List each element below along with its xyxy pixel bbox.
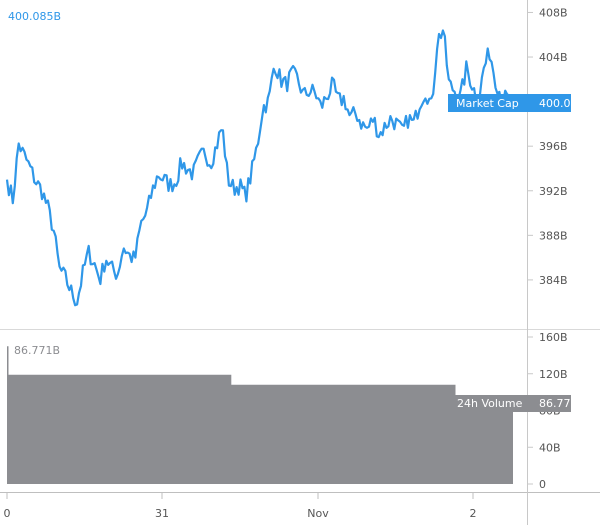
market-cap-tag-value: 400.084B [539,97,592,110]
volume-y-tick-label: 160B [539,331,568,344]
volume-y-tick-label: 40B [539,441,561,454]
volume-tag-label: 24h Volume [457,397,523,410]
volume-area [7,346,513,484]
x-axis-ticks: 0 31 Nov 2 [4,493,477,520]
x-tick-label: 2 [470,507,477,520]
volume-readout: 86.771B [14,344,60,357]
volume-tag-value: 86.771B [539,397,585,410]
volume-tag: 24h Volume 86.771B [450,395,585,412]
market-cap-tag-label: Market Cap [456,97,519,110]
price-y-tick-label: 408B [539,6,568,19]
market-cap-tag: Market Cap 400.084B [448,94,592,112]
price-y-ticks: 408B404B400B396B392B388B384B [527,6,568,287]
market-cap-tag-background [448,94,571,112]
volume-y-tick-label: 0 [539,478,546,491]
volume-tag-background [450,395,571,412]
x-tick-label: 0 [4,507,11,520]
price-y-tick-label: 396B [539,140,568,153]
price-y-tick-label: 404B [539,51,568,64]
market-cap-line [5,29,514,307]
volume-area-layer [7,346,513,484]
price-y-tick-label: 392B [539,185,568,198]
price-y-tick-label: 384B [539,274,568,287]
price-line-layer [5,29,514,307]
x-tick-label: Nov [307,507,329,520]
price-readout: 400.085B [8,10,61,23]
price-y-tick-label: 388B [539,229,568,242]
volume-y-tick-label: 120B [539,368,568,381]
x-tick-label: 31 [155,507,169,520]
